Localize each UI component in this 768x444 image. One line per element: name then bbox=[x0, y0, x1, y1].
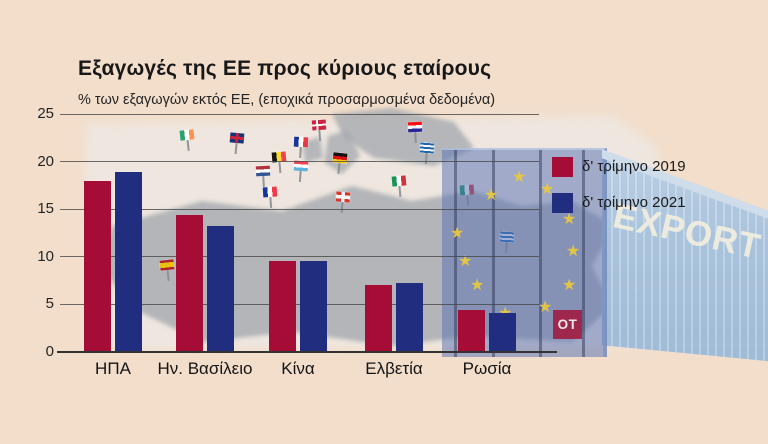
flag-icon-denmark bbox=[311, 119, 327, 131]
container-lock-rod bbox=[492, 150, 495, 357]
flag-icon-france bbox=[262, 186, 278, 198]
x-axis-label: Κίνα bbox=[281, 359, 315, 378]
legend-item-2021: δ' τρίμηνο 2021 bbox=[552, 192, 686, 213]
gridline bbox=[60, 161, 539, 163]
bar-q4-2019-1 bbox=[84, 180, 111, 352]
gridline bbox=[60, 113, 539, 115]
x-axis-label: ΗΠΑ bbox=[95, 359, 131, 378]
bar-q4-2021-3 bbox=[300, 260, 327, 352]
gridline bbox=[60, 208, 539, 210]
flag-icon-ireland bbox=[179, 129, 195, 141]
container-lock-rod bbox=[582, 150, 585, 357]
chart-title: Εξαγωγές της ΕΕ προς κύριους εταίρους bbox=[78, 57, 492, 80]
container-lock-rod bbox=[539, 150, 542, 357]
y-axis-tick-label: 25 bbox=[37, 105, 54, 122]
gridline bbox=[60, 303, 539, 305]
y-axis-tick-label: 15 bbox=[37, 200, 54, 218]
y-axis-tick-label: 0 bbox=[45, 343, 54, 360]
flag-icon-italy bbox=[391, 175, 407, 187]
flag-icon-greece bbox=[419, 142, 435, 154]
eu-star-icon: ★ bbox=[450, 225, 465, 242]
flag-icon-spain bbox=[159, 259, 175, 271]
y-axis-tick-label: 5 bbox=[45, 295, 54, 313]
x-axis-label: Ρωσία bbox=[462, 359, 512, 378]
chart-subtitle: % των εξαγωγών εκτός ΕΕ, (εποχικά προσαρ… bbox=[78, 92, 496, 108]
eu-star-icon: ★ bbox=[538, 299, 553, 316]
flag-icon-switzerland bbox=[335, 191, 351, 203]
ot-logo-text: OT bbox=[557, 317, 578, 332]
eu-star-icon: ★ bbox=[562, 211, 577, 228]
bar-q4-2019-2 bbox=[176, 214, 203, 352]
bar-q4-2021-5 bbox=[489, 312, 516, 352]
legend-swatch-2019 bbox=[552, 156, 573, 177]
x-axis-label: Ην. Βασίλειο bbox=[157, 359, 253, 378]
bar-q4-2019-4 bbox=[365, 285, 392, 352]
flag-icon-uk bbox=[229, 132, 245, 144]
y-axis-tick-label: 10 bbox=[37, 247, 54, 265]
bar-q4-2021-1 bbox=[115, 172, 142, 352]
y-axis-tick-label: 20 bbox=[37, 152, 54, 170]
x-axis-label: Ελβετία bbox=[365, 359, 423, 378]
eu-star-icon: ★ bbox=[566, 243, 581, 260]
eu-star-icon: ★ bbox=[562, 277, 577, 294]
legend-swatch-2021 bbox=[552, 192, 573, 213]
eu-star-icon: ★ bbox=[512, 169, 527, 186]
bar-q4-2019-3 bbox=[269, 260, 296, 352]
container-lock-rod bbox=[454, 150, 457, 357]
flag-icon-netherlands bbox=[255, 165, 271, 177]
eu-star-icon: ★ bbox=[458, 253, 473, 270]
bar-q4-2021-2 bbox=[207, 226, 234, 352]
x-axis-line bbox=[57, 351, 557, 353]
eu-star-icon: ★ bbox=[540, 181, 555, 198]
eu-star-icon: ★ bbox=[484, 187, 499, 204]
flag-icon-france bbox=[293, 136, 309, 148]
bar-q4-2019-5 bbox=[458, 310, 485, 352]
gridline bbox=[60, 256, 539, 258]
eu-star-icon: ★ bbox=[470, 277, 485, 294]
ot-logo: OT bbox=[553, 310, 582, 339]
flag-icon-luxembourg bbox=[293, 160, 309, 172]
legend-label-2021: δ' τρίμηνο 2021 bbox=[582, 194, 686, 211]
flag-icon-croatia bbox=[407, 121, 423, 133]
bar-q4-2021-4 bbox=[396, 282, 423, 352]
legend-label-2019: δ' τρίμηνο 2019 bbox=[582, 158, 686, 175]
legend-item-2019: δ' τρίμηνο 2019 bbox=[552, 156, 686, 177]
container-front-face-eu-flag: ★★★★★★★★★★★ bbox=[442, 148, 607, 357]
